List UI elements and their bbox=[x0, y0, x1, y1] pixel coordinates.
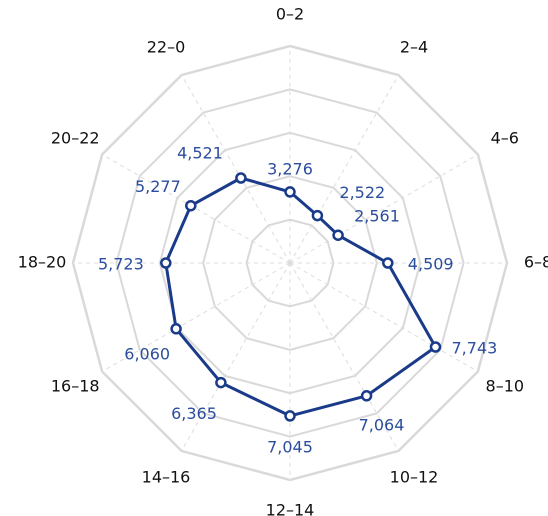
value-label: 6,060 bbox=[124, 344, 170, 363]
value-label: 2,522 bbox=[339, 183, 385, 202]
category-label: 0–2 bbox=[276, 5, 304, 24]
data-point bbox=[360, 390, 373, 402]
category-label: 22–0 bbox=[147, 38, 186, 57]
data-point bbox=[185, 199, 197, 212]
series-group bbox=[160, 172, 442, 422]
value-label: 6,365 bbox=[171, 404, 217, 423]
data-point bbox=[382, 257, 394, 269]
data-point bbox=[311, 209, 324, 222]
data-point bbox=[332, 229, 344, 241]
category-label: 16–18 bbox=[51, 377, 100, 396]
value-label: 7,045 bbox=[267, 437, 313, 456]
category-label: 20–22 bbox=[51, 129, 100, 148]
data-point bbox=[215, 376, 227, 389]
category-label: 12–14 bbox=[266, 501, 315, 516]
category-label: 14–16 bbox=[142, 467, 191, 486]
value-label: 4,521 bbox=[177, 144, 223, 163]
value-label: 3,276 bbox=[267, 159, 313, 178]
grid-ring-4 bbox=[115, 88, 465, 438]
category-label: 8–10 bbox=[486, 377, 525, 396]
value-label: 5,277 bbox=[135, 177, 181, 196]
value-label: 4,509 bbox=[408, 255, 454, 274]
value-label: 7,064 bbox=[359, 415, 405, 434]
data-point bbox=[429, 341, 442, 353]
category-label: 6–8 bbox=[524, 253, 548, 272]
grid-ring-2 bbox=[202, 175, 378, 351]
category-label: 18–20 bbox=[18, 253, 67, 272]
data-point bbox=[284, 410, 296, 422]
data-point bbox=[170, 323, 182, 335]
data-point bbox=[284, 186, 296, 198]
category-labels: 0–2 2–4 4–6 6–8 8–10 10–12 12–14 14–16 16–18 18–2… bbox=[18, 5, 548, 516]
data-point bbox=[160, 257, 172, 269]
category-label: 10–12 bbox=[390, 467, 439, 486]
value-label: 7,743 bbox=[452, 339, 498, 358]
value-label: 5,723 bbox=[98, 255, 144, 274]
category-label: 2–4 bbox=[400, 38, 428, 57]
value-label: 2,561 bbox=[354, 207, 400, 226]
data-point bbox=[235, 172, 247, 184]
value-labels: 3,276 2,522 2,561 4,509 7,743 7,064 7,045 6,365… bbox=[98, 144, 497, 457]
category-label: 4–6 bbox=[491, 129, 519, 148]
